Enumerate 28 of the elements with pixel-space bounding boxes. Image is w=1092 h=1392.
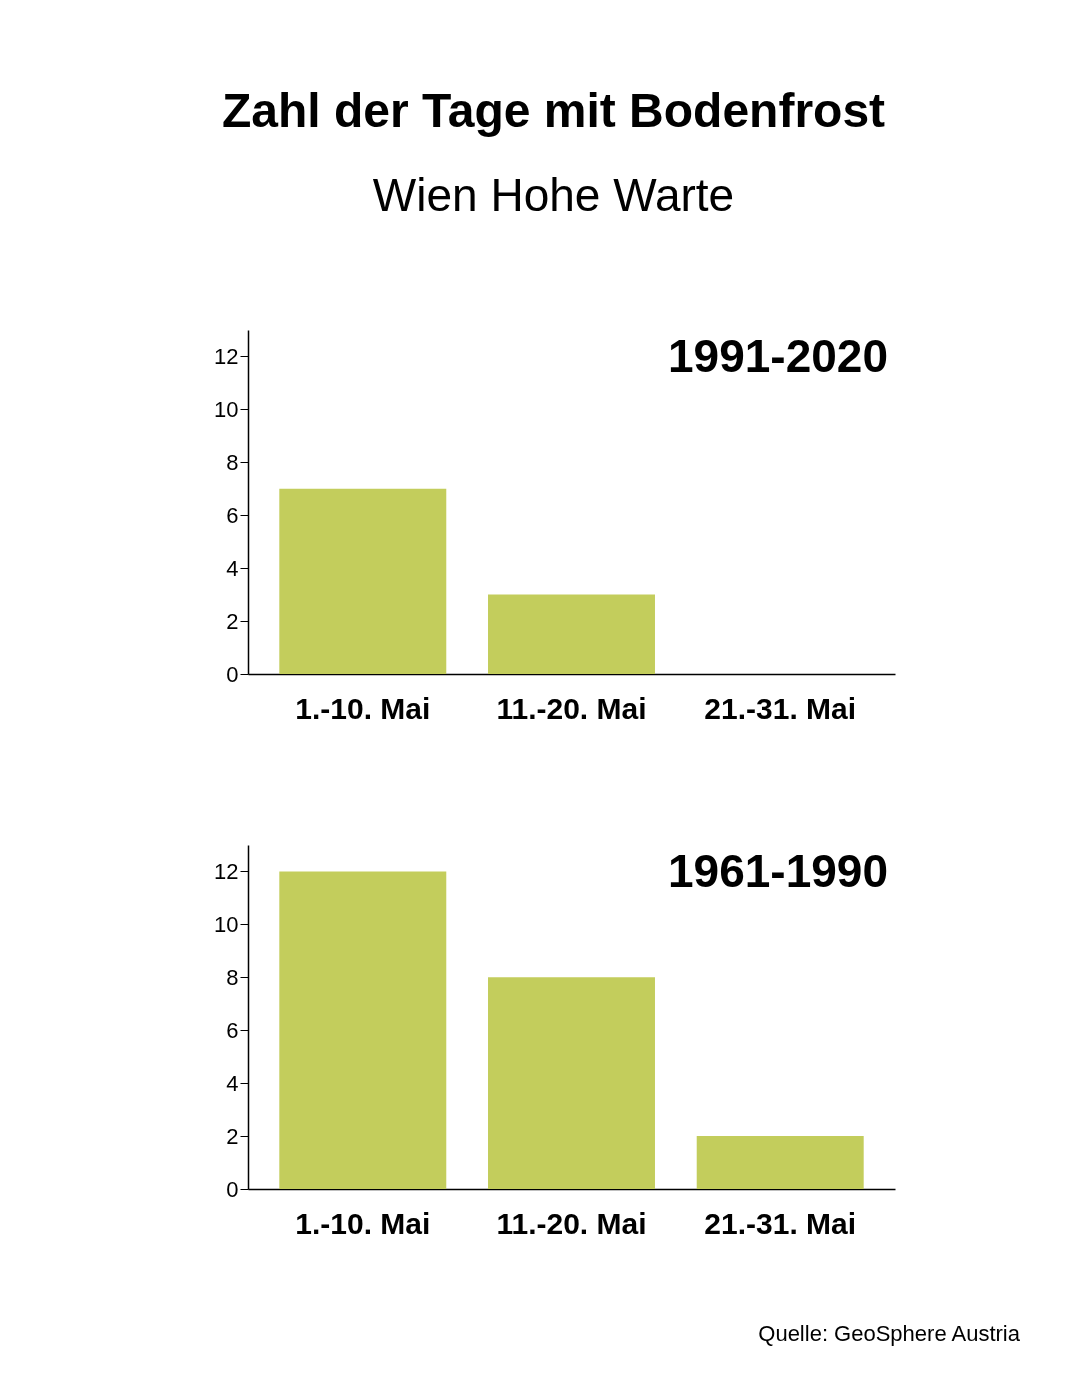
- x-tick-label: 11.-20. Mai: [496, 1206, 647, 1240]
- y-tick-label: 6: [226, 1017, 239, 1043]
- y-tick-label: 12: [214, 343, 239, 369]
- y-tick-label: 10: [214, 396, 239, 422]
- y-tick-label: 4: [226, 555, 239, 581]
- y-tick-label: 0: [226, 661, 239, 687]
- x-tick-label: 21.-31. Mai: [704, 1206, 857, 1240]
- bar: [488, 977, 655, 1189]
- y-tick-label: 2: [226, 608, 239, 634]
- y-tick-label: 0: [226, 1176, 239, 1202]
- bar: [696, 1136, 864, 1189]
- y-tick-label: 10: [214, 911, 239, 937]
- x-tick-label: 11.-20. Mai: [496, 691, 647, 725]
- annotation: 1991-2020: [668, 330, 888, 382]
- y-tick-label: 8: [226, 964, 239, 990]
- bar: [279, 871, 447, 1189]
- y-tick-label: 8: [226, 449, 239, 475]
- annotation: 1961-1990: [668, 845, 888, 897]
- chart-title: Zahl der Tage mit Bodenfrost: [221, 84, 886, 137]
- source-note: Quelle: GeoSphere Austria: [758, 1321, 1021, 1346]
- y-tick-label: 6: [226, 502, 239, 528]
- y-tick-label: 4: [226, 1070, 239, 1096]
- x-tick-label: 21.-31. Mai: [704, 691, 857, 725]
- y-tick-label: 2: [226, 1123, 239, 1149]
- y-tick-label: 12: [214, 858, 239, 884]
- x-tick-label: 1.-10. Mai: [295, 691, 431, 725]
- chart-subtitle: Wien Hohe Warte: [372, 169, 735, 221]
- x-tick-label: 1.-10. Mai: [295, 1206, 431, 1240]
